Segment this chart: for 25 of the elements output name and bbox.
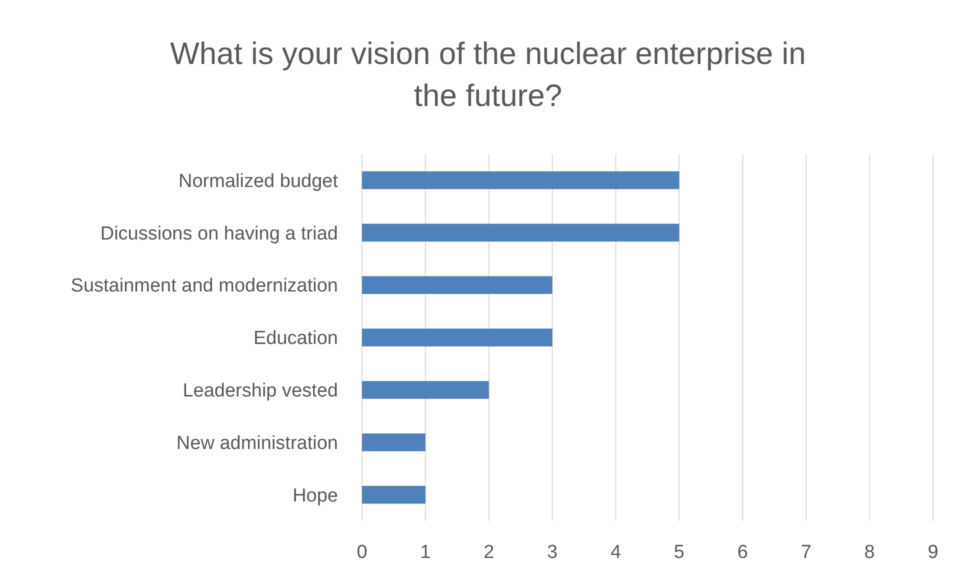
x-tick-label: 4: [610, 542, 622, 563]
bar: [362, 224, 680, 242]
x-tick-label: 2: [484, 542, 494, 563]
y-tick-label: New administration: [176, 433, 338, 454]
bar: [362, 328, 552, 346]
y-tick-label: Dicussions on having a triad: [100, 223, 338, 244]
x-tick-label: 6: [737, 542, 748, 563]
y-tick-label: Sustainment and modernization: [70, 276, 338, 297]
y-tick-label: Hope: [292, 485, 338, 506]
x-tick-label: 3: [547, 542, 558, 563]
chart-title: What is your vision of the nuclear enterprise in the future?: [170, 36, 806, 113]
bar: [362, 276, 552, 294]
y-tick-label: Leadership vested: [182, 380, 338, 402]
bar: [362, 171, 680, 190]
x-tick-label: 0: [356, 542, 368, 563]
x-tick-label: 5: [674, 542, 685, 563]
bar: [362, 381, 489, 399]
x-tick-label: 1: [420, 542, 431, 563]
x-tick-label: 8: [864, 542, 875, 563]
x-tick-label: 7: [800, 542, 812, 563]
bar: [362, 433, 426, 452]
x-tick-label: 9: [928, 542, 938, 563]
y-tick-label: Education: [253, 328, 338, 350]
y-tick-label: Normalized budget: [178, 170, 339, 192]
bar: [362, 486, 426, 504]
